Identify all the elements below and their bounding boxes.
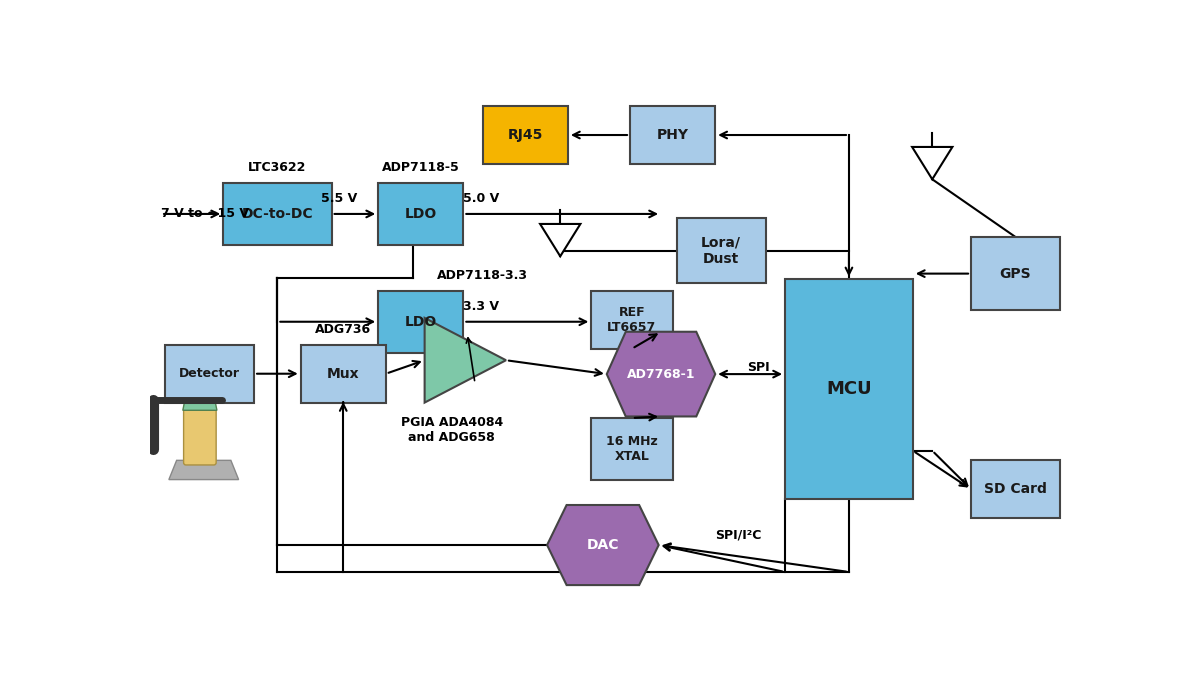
Text: Mux: Mux <box>327 367 360 381</box>
Text: PGIA ADA4084
and ADG658: PGIA ADA4084 and ADG658 <box>401 416 502 444</box>
Text: Lora/
Dust: Lora/ Dust <box>701 235 742 266</box>
Text: LTC3622: LTC3622 <box>249 161 306 174</box>
Text: SPI/I²C: SPI/I²C <box>715 529 762 542</box>
Polygon shape <box>169 460 239 480</box>
Text: ADP7118-5: ADP7118-5 <box>382 161 459 174</box>
Text: GPS: GPS <box>1000 266 1031 281</box>
Text: LDO: LDO <box>404 315 437 329</box>
FancyBboxPatch shape <box>165 345 254 403</box>
Text: DAC: DAC <box>586 538 620 552</box>
FancyBboxPatch shape <box>630 106 715 164</box>
Text: 5.5 V: 5.5 V <box>322 192 358 205</box>
FancyBboxPatch shape <box>184 408 216 465</box>
FancyBboxPatch shape <box>483 106 568 164</box>
FancyBboxPatch shape <box>378 291 463 352</box>
Text: SD Card: SD Card <box>984 482 1046 496</box>
FancyBboxPatch shape <box>591 291 672 349</box>
Polygon shape <box>183 395 216 410</box>
Text: LDO: LDO <box>404 207 437 221</box>
FancyBboxPatch shape <box>785 280 913 499</box>
Text: PHY: PHY <box>657 128 689 142</box>
Text: 7 V to ~15 V: 7 V to ~15 V <box>161 208 249 221</box>
FancyBboxPatch shape <box>677 218 765 283</box>
FancyBboxPatch shape <box>591 418 672 480</box>
Text: AD7768-1: AD7768-1 <box>627 367 695 381</box>
Text: ADG736: ADG736 <box>316 322 371 336</box>
Text: 5.0 V: 5.0 V <box>463 192 499 205</box>
Text: MCU: MCU <box>826 380 872 398</box>
Text: SPI: SPI <box>746 361 769 374</box>
FancyBboxPatch shape <box>971 460 1060 518</box>
Text: 16 MHz
XTAL: 16 MHz XTAL <box>606 435 658 463</box>
Polygon shape <box>541 224 580 256</box>
Text: ADP7118-3.3: ADP7118-3.3 <box>438 268 529 282</box>
FancyBboxPatch shape <box>378 183 463 245</box>
FancyBboxPatch shape <box>300 345 386 403</box>
Polygon shape <box>547 505 659 585</box>
Text: 3.3 V: 3.3 V <box>463 300 499 313</box>
Polygon shape <box>913 147 952 179</box>
Polygon shape <box>425 318 506 403</box>
Polygon shape <box>606 331 715 417</box>
Text: REF
LT6657: REF LT6657 <box>608 306 657 334</box>
Text: RJ45: RJ45 <box>507 128 543 142</box>
FancyBboxPatch shape <box>224 183 331 245</box>
Text: DC-to-DC: DC-to-DC <box>242 207 313 221</box>
FancyBboxPatch shape <box>971 237 1060 310</box>
Text: Detector: Detector <box>179 367 240 380</box>
